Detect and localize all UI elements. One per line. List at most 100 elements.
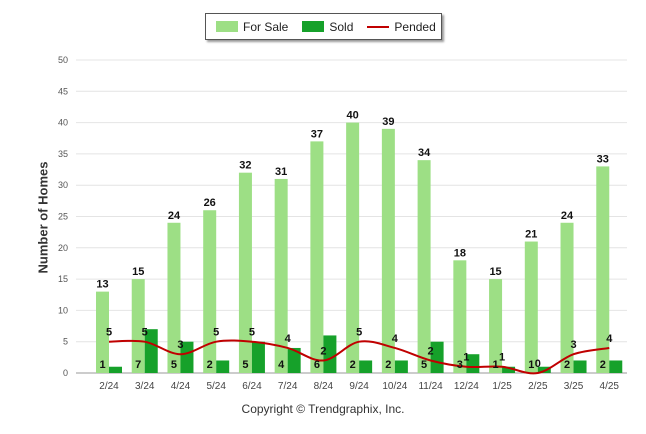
legend-item-for-sale[interactable]: For Sale <box>216 20 288 34</box>
y-tick-label: 40 <box>58 118 68 128</box>
for-sale-bar <box>96 291 109 373</box>
x-tick-label: 10/24 <box>382 381 407 392</box>
y-tick-label: 30 <box>58 180 68 190</box>
x-tick-label: 7/24 <box>278 381 298 392</box>
for-sale-data-label: 33 <box>597 153 609 165</box>
sold-bar <box>216 360 230 373</box>
for-sale-bar <box>381 128 395 373</box>
sold-swatch <box>302 21 325 32</box>
for-sale-data-label: 15 <box>489 266 501 278</box>
pended-data-label: 4 <box>285 333 292 345</box>
sold-bar <box>144 329 158 373</box>
x-tick-label: 3/25 <box>564 381 584 392</box>
for-sale-bar <box>489 279 503 373</box>
pended-line-path <box>108 339 610 375</box>
for-sale-bar <box>274 178 288 373</box>
sold-data-label: 5 <box>171 359 177 371</box>
sold-data-label: 2 <box>564 359 570 371</box>
sold-bar <box>394 360 408 373</box>
for-sale-bar <box>167 222 181 373</box>
pended-data-label: 5 <box>249 327 255 339</box>
x-tick-label: 5/24 <box>206 381 226 392</box>
pended-data-label: 1 <box>463 352 469 364</box>
for-sale-bar <box>310 141 324 373</box>
sold-data-label: 1 <box>99 359 105 371</box>
legend-label-for-sale: For Sale <box>243 19 289 34</box>
for-sale-data-label: 40 <box>347 110 359 122</box>
for-sale-bar <box>524 241 538 373</box>
for-sale-bar <box>417 160 431 373</box>
for-sale-bar <box>346 122 360 373</box>
for-sale-data-label: 21 <box>525 229 537 241</box>
for-sale-data-label: 18 <box>454 247 466 259</box>
y-tick-label: 0 <box>63 368 68 378</box>
sold-bar <box>109 366 122 373</box>
x-tick-label: 8/24 <box>314 381 334 392</box>
for-sale-data-label: 39 <box>382 116 394 128</box>
sold-bar <box>359 360 373 373</box>
pended-data-label: 1 <box>499 352 505 364</box>
sold-data-label: 2 <box>207 359 213 371</box>
sold-bar <box>180 341 194 373</box>
y-tick-label: 10 <box>58 305 68 315</box>
sold-data-label: 2 <box>350 359 356 371</box>
x-tick-label: 2/25 <box>528 381 548 392</box>
sold-bar <box>573 360 587 373</box>
legend-item-pended[interactable]: Pended <box>367 19 436 34</box>
legend: For Sale Sold Pended <box>205 13 442 40</box>
x-tick-labels: 2/24 3/24 4/24 5/24 6/24 7/24 8/24 9/24 10/24 11/… <box>99 381 619 392</box>
pended-data-label: 2 <box>320 345 326 357</box>
for-sale-data-label: 34 <box>418 147 431 159</box>
legend-label-pended: Pended <box>394 19 436 34</box>
pended-data-label: 5 <box>142 327 148 339</box>
x-tick-label: 1/25 <box>492 381 512 392</box>
sold-data-label: 5 <box>242 359 248 371</box>
data-labels: 1311572452623253143764023923451831512112… <box>96 110 613 371</box>
x-tick-label: 11/24 <box>418 381 443 392</box>
copyright-text: Copyright © Trendgraphix, Inc. <box>241 402 405 416</box>
x-tick-label: 3/24 <box>135 381 155 392</box>
pended-swatch <box>367 25 390 28</box>
sold-data-label: 2 <box>385 359 391 371</box>
for-sale-bar <box>131 279 145 373</box>
sold-bar <box>466 354 480 373</box>
for-sale-data-label: 37 <box>311 128 323 140</box>
for-sale-data-label: 31 <box>275 166 287 178</box>
sold-data-label: 7 <box>135 359 141 371</box>
sold-data-label: 2 <box>600 359 606 371</box>
y-tick-label: 35 <box>58 149 68 159</box>
sold-bar <box>287 347 301 373</box>
for-sale-data-label: 15 <box>132 266 144 278</box>
bars <box>96 122 623 373</box>
y-tick-label: 15 <box>58 274 68 284</box>
y-tick-label: 50 <box>58 55 68 65</box>
sold-data-label: 1 <box>493 359 499 371</box>
for-sale-data-label: 24 <box>561 210 574 222</box>
for-sale-data-label: 24 <box>168 210 181 222</box>
x-tick-label: 4/25 <box>600 381 620 392</box>
y-axis-label: Number of Homes <box>35 161 51 274</box>
for-sale-bar <box>560 222 574 373</box>
x-tick-label: 2/24 <box>99 381 119 392</box>
y-tick-label: 20 <box>58 243 68 253</box>
sold-bar <box>430 341 444 373</box>
pended-data-label: 2 <box>428 345 434 357</box>
x-tick-label: 4/24 <box>171 381 191 392</box>
sold-bar <box>251 341 265 373</box>
y-tick-label: 45 <box>58 86 68 96</box>
for-sale-bar <box>203 210 217 373</box>
sold-bar <box>502 366 516 373</box>
pended-data-label: 4 <box>392 333 399 345</box>
pended-data-label: 5 <box>356 327 362 339</box>
for-sale-data-label: 13 <box>96 279 108 291</box>
pended-data-label: 4 <box>606 333 613 345</box>
pended-line <box>108 339 610 375</box>
legend-item-sold[interactable]: Sold <box>302 20 353 34</box>
x-tick-label: 12/24 <box>454 381 479 392</box>
for-sale-data-label: 32 <box>239 160 251 172</box>
sold-bar <box>323 335 337 373</box>
for-sale-bar <box>453 260 467 373</box>
x-tick-label: 6/24 <box>242 381 262 392</box>
for-sale-swatch <box>216 21 238 32</box>
